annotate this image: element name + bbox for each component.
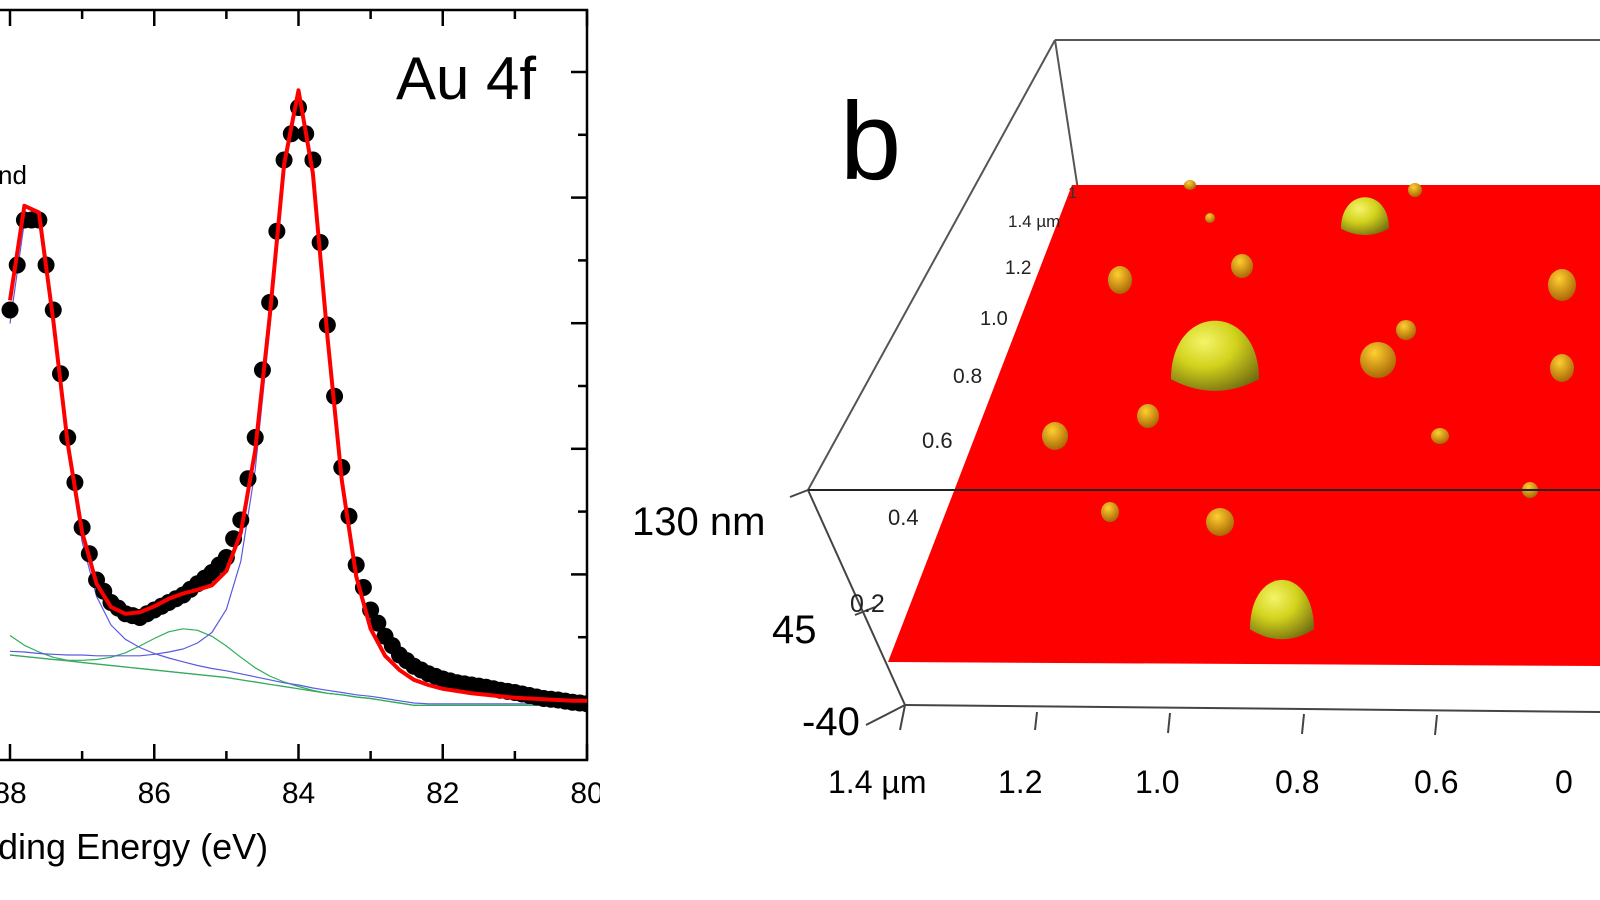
afm-nanoparticle: [1431, 428, 1449, 444]
panel-label-b: b: [840, 80, 902, 203]
afm-y-tick-label: 0.2: [850, 590, 885, 618]
z-label-top: 130 nm: [632, 500, 766, 544]
x-tick-label: 80: [570, 777, 600, 810]
x-tick-label: 88: [0, 777, 27, 810]
x-tick-label: 82: [426, 777, 459, 810]
x-axis-label: ding Energy (eV): [0, 826, 269, 867]
afm-nanoparticle: [1250, 579, 1314, 640]
afm-y-tick-label: 0.6: [922, 428, 953, 453]
afm-nanoparticle: [1550, 354, 1574, 382]
component-line: [9, 95, 587, 703]
afm-nanoparticle: [1184, 180, 1196, 190]
component-line: [9, 628, 587, 706]
afm-nanoparticle: [1396, 320, 1416, 340]
afm-nanoparticle: [1206, 508, 1234, 536]
chart-annotation-au4f: Au 4f: [396, 45, 537, 112]
afm-x-tick-label: 0: [1555, 764, 1573, 800]
data-point: [369, 614, 387, 632]
afm-nanoparticle: [1360, 342, 1396, 378]
afm-nanoparticle: [1205, 213, 1215, 223]
afm-x-tick-label: 0.8: [1275, 764, 1320, 800]
afm-axes: [789, 489, 1600, 736]
afm-nanoparticle: [1341, 197, 1389, 236]
afm-y-tick-label: 0.4: [888, 505, 919, 530]
afm-nanoparticle: [1101, 502, 1119, 522]
data-point: [578, 695, 587, 713]
afm-x-tick-label: 0.6: [1414, 764, 1459, 800]
afm-nanoparticle: [1548, 269, 1576, 301]
afm-nanoparticle: [1137, 404, 1159, 428]
z-label-bottom: -40: [802, 700, 860, 744]
legend-fragment: nd: [0, 160, 27, 190]
z-label-mid: 45: [772, 608, 817, 652]
afm-y-tick-label: 0.8: [953, 365, 983, 388]
component-line: [9, 220, 587, 705]
x-tick-label: 86: [138, 777, 171, 810]
afm-frame: [807, 39, 1600, 491]
data-point: [1, 301, 19, 319]
afm-3d-image: [789, 39, 1600, 736]
y-top-fragment: 1: [1068, 185, 1077, 202]
afm-nanoparticle: [1408, 183, 1422, 197]
afm-nanoparticle: [1042, 422, 1068, 450]
xps-chart: 88 86 84 82 80: [0, 8, 600, 810]
afm-y-tick-label: 1.4 µm: [1008, 212, 1061, 231]
afm-nanoparticle: [1231, 254, 1253, 278]
afm-x-tick-label: 1.0: [1135, 764, 1180, 800]
afm-nanoparticle: [1108, 266, 1132, 294]
x-tick-label: 84: [282, 777, 315, 810]
afm-nanoparticle: [1171, 320, 1259, 391]
afm-y-tick-label: 1.0: [980, 308, 1008, 330]
afm-y-tick-label: 1.2: [1005, 258, 1032, 279]
afm-x-tick-label: 1.2: [998, 764, 1043, 800]
afm-surface: [888, 185, 1600, 666]
afm-features: [1042, 180, 1576, 640]
afm-x-tick-label: 1.4 µm: [828, 764, 927, 800]
fit-line: [8, 88, 587, 703]
